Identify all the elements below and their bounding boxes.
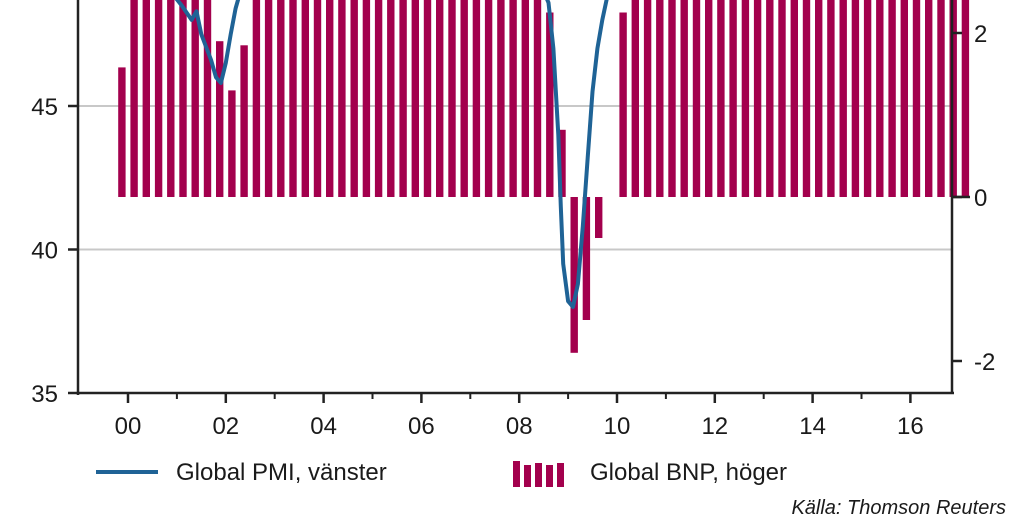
gdp-bar	[521, 0, 529, 197]
gdp-bar	[509, 0, 517, 197]
gdp-bar	[387, 0, 395, 197]
left-tick-label: 45	[31, 94, 58, 121]
gdp-bar	[240, 45, 248, 197]
axes	[68, 0, 970, 403]
gdp-bar	[900, 0, 908, 197]
gdp-bar	[680, 0, 688, 197]
legend-item-bnp: Global BNP, höger	[512, 455, 787, 491]
x-tick-label: 16	[897, 413, 924, 440]
x-tick-label: 10	[604, 413, 631, 440]
gdp-bar	[313, 0, 322, 197]
gdp-bar	[203, 0, 212, 197]
gdp-bar	[191, 0, 199, 197]
gdp-bar	[851, 0, 860, 197]
gdp-bar	[228, 90, 236, 197]
gdp-bar	[326, 0, 334, 197]
gdp-bar	[301, 0, 309, 197]
gdp-bar	[827, 0, 835, 197]
gdp-bar	[338, 0, 346, 197]
x-tick-label: 04	[310, 413, 337, 440]
pmi-line-path	[174, 0, 609, 309]
x-tick-label: 06	[408, 413, 435, 440]
gdp-bar	[216, 41, 224, 198]
gdp-bar	[472, 0, 481, 197]
gdp-bar	[778, 0, 786, 197]
gdp-bar	[766, 0, 774, 197]
gdp-bar	[277, 0, 285, 197]
gdp-bar	[631, 0, 639, 197]
gdp-bar	[118, 67, 126, 198]
gdp-bar	[546, 12, 554, 197]
gdp-bar	[863, 0, 872, 197]
gdp-bar	[289, 0, 297, 197]
gdp-bar	[656, 0, 664, 197]
x-tick-label: 02	[212, 413, 239, 440]
gdp-bars	[118, 0, 970, 353]
legend-item-pmi: Global PMI, vänster	[96, 455, 387, 491]
gdp-bar	[460, 0, 468, 197]
legend-line-swatch	[96, 470, 158, 474]
gdp-bar	[839, 0, 847, 197]
gdp-bar	[790, 0, 798, 197]
gdp-bar	[619, 12, 627, 197]
gdp-bar	[179, 0, 187, 197]
gdp-bar	[558, 129, 566, 197]
gdp-bar	[692, 0, 701, 197]
pmi-line	[174, 0, 609, 309]
left-tick-label: 35	[31, 381, 58, 408]
gdp-bar	[264, 0, 273, 197]
right-tick-label: -2	[974, 349, 995, 376]
legend: Global PMI, vänster Global BNP, höger	[0, 455, 1024, 491]
gdp-bar	[130, 0, 138, 197]
gdp-bar	[533, 0, 542, 197]
left-tick-label: 40	[31, 238, 58, 265]
gdp-bar	[753, 0, 762, 197]
gdp-bar	[374, 0, 383, 197]
right-tick-label: 2	[974, 21, 987, 48]
gdp-bar	[448, 0, 456, 197]
gdp-bar	[937, 0, 945, 197]
gdp-bar	[643, 0, 652, 197]
gdp-bar	[961, 0, 970, 197]
gdp-bar	[741, 0, 750, 197]
gdp-bar	[167, 0, 175, 197]
gdp-bar	[399, 0, 407, 197]
gdp-bar	[668, 0, 676, 197]
gdp-bar	[705, 0, 713, 197]
gdp-bar	[729, 0, 737, 197]
gdp-bar	[925, 0, 933, 197]
gdp-bar	[497, 0, 505, 197]
gdp-bar	[802, 0, 811, 197]
gdp-bar	[436, 0, 444, 197]
gdp-bar	[142, 0, 150, 197]
x-tick-label: 08	[506, 413, 533, 440]
right-tick-label: 0	[974, 185, 987, 212]
gdp-bar	[252, 0, 261, 197]
gdp-bar	[717, 0, 725, 197]
gdp-bar	[595, 197, 603, 238]
legend-label-pmi: Global PMI, vänster	[176, 459, 387, 486]
legend-label-bnp: Global BNP, höger	[590, 459, 788, 486]
gdp-bar	[570, 197, 578, 353]
source-note: Källa: Thomson Reuters	[791, 497, 1006, 519]
gdp-bar	[888, 0, 896, 197]
gdp-bar	[350, 0, 358, 197]
gdp-bar	[815, 0, 823, 197]
gdp-bar	[423, 0, 432, 197]
legend-bar-swatch	[513, 461, 564, 487]
gdp-bar	[912, 0, 921, 197]
x-tick-label: 14	[799, 413, 826, 440]
gdp-bar	[484, 0, 493, 197]
x-tick-label: 12	[701, 413, 728, 440]
gdp-bar	[411, 0, 419, 197]
x-tick-label: 00	[115, 413, 142, 440]
gdp-bar	[876, 0, 884, 197]
gdp-bar	[362, 0, 371, 197]
gdp-bar	[582, 197, 591, 320]
gdp-bar	[154, 0, 163, 197]
